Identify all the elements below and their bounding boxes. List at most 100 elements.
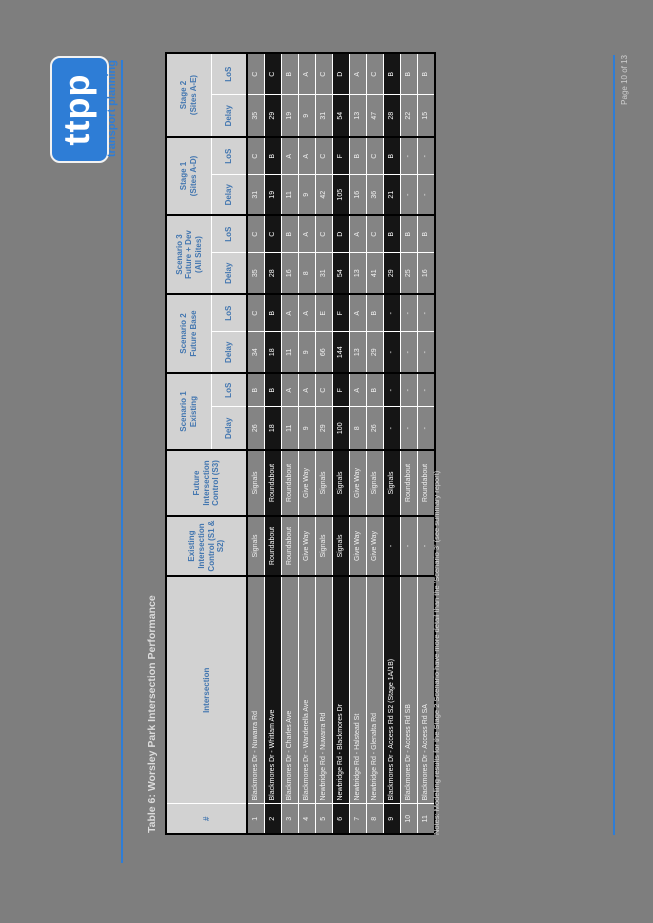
delay-value: -	[417, 332, 435, 373]
delay-value: 11	[281, 407, 299, 450]
table-title: Table 6: Worsley Park Intersection Perfo…	[146, 595, 158, 833]
sub-header-delay: Delay	[211, 407, 247, 450]
los-value: F	[332, 293, 350, 332]
los-value: -	[383, 373, 401, 407]
future-control-value: Signals	[383, 450, 401, 516]
future-control-value: Roundabout	[264, 450, 282, 516]
row-number: 8	[366, 804, 384, 834]
footer-rule	[613, 55, 615, 835]
los-value: D	[332, 214, 350, 253]
sub-header-delay: Delay	[211, 94, 247, 137]
sub-header-los: LoS	[211, 373, 247, 407]
delay-value: -	[417, 174, 435, 215]
delay-value: 54	[332, 252, 350, 294]
delay-value: -	[400, 174, 418, 215]
los-value: A	[281, 373, 299, 407]
los-value: B	[281, 214, 299, 253]
row-number: 6	[332, 804, 350, 834]
los-value: -	[400, 136, 418, 175]
los-value: C	[315, 214, 333, 253]
intersection-name: Newbridge Rd - Glenalta Rd	[366, 576, 384, 804]
row-number: 3	[281, 804, 299, 834]
delay-value: 11	[281, 174, 299, 215]
delay-value: 16	[281, 252, 299, 294]
delay-value: 29	[366, 332, 384, 373]
los-value: C	[247, 52, 265, 95]
future-control-value: Signals	[366, 450, 384, 516]
intersection-name: Blackmores Dr - Access Rd S2 (Stage 1A/1…	[383, 576, 401, 804]
table-row: 5 Newbridge Rd - Nuwarra Rd Signals Signals…	[315, 52, 333, 834]
table-row: 8 Newbridge Rd - Glenalta Rd Give Way Signa…	[366, 52, 384, 834]
los-value: B	[264, 293, 282, 332]
los-value: C	[247, 136, 265, 175]
intersection-name: Blackmores Dr - Charles Ave	[281, 576, 299, 804]
existing-control-value: Give Way	[366, 516, 384, 576]
delay-value: 9	[298, 94, 316, 137]
los-value: C	[366, 136, 384, 175]
row-number: 9	[383, 804, 401, 834]
future-control-value: Roundabout	[400, 450, 418, 516]
row-number: 1	[247, 804, 265, 834]
future-control-value: Signals	[332, 450, 350, 516]
sub-header-los: LoS	[211, 52, 247, 95]
existing-control-value: Roundabout	[264, 516, 282, 576]
los-value: C	[315, 136, 333, 175]
delay-value: 35	[247, 252, 265, 294]
col-header-num: #	[166, 804, 247, 834]
los-value: B	[400, 214, 418, 253]
existing-control-value: -	[400, 516, 418, 576]
los-value: C	[366, 214, 384, 253]
delay-value: 19	[281, 94, 299, 137]
group-header-stage2: Stage 2 (Sites A-E)	[166, 52, 212, 137]
los-value: A	[349, 214, 367, 253]
delay-value: 26	[366, 407, 384, 450]
los-value: B	[281, 52, 299, 95]
delay-value: 8	[349, 407, 367, 450]
row-number: 10	[400, 804, 418, 834]
group-header-scenario3: Scenario 3 Future + Dev (All Sites)	[166, 214, 212, 294]
delay-value: 15	[417, 94, 435, 137]
los-value: B	[366, 373, 384, 407]
intersection-name: Blackmores Dr - Whitlam Ave	[264, 576, 282, 804]
delay-value: 16	[349, 174, 367, 215]
delay-value: 19	[264, 174, 282, 215]
intersection-performance-table: # Intersection Existing Intersection Con…	[165, 51, 436, 835]
delay-value: 8	[298, 252, 316, 294]
los-value: -	[417, 293, 435, 332]
los-value: -	[400, 293, 418, 332]
sub-header-delay: Delay	[211, 332, 247, 373]
los-value: A	[298, 52, 316, 95]
future-control-value: Roundabout	[281, 450, 299, 516]
delay-value: 35	[247, 94, 265, 137]
los-value: A	[281, 293, 299, 332]
delay-value: 34	[247, 332, 265, 373]
los-value: B	[417, 214, 435, 253]
delay-value: 41	[366, 252, 384, 294]
table-row: 10 Blackmores Dr - Access Rd SB - Roundabou…	[400, 52, 418, 834]
page-number: Page 10 of 13	[620, 55, 629, 105]
ttpp-logo: ttpp	[50, 56, 109, 163]
los-value: A	[349, 373, 367, 407]
row-number: 5	[315, 804, 333, 834]
sub-header-delay: Delay	[211, 252, 247, 294]
los-value: A	[349, 293, 367, 332]
future-control-value: Give Way	[349, 450, 367, 516]
delay-value: 13	[349, 332, 367, 373]
los-value: A	[349, 52, 367, 95]
los-value: B	[264, 136, 282, 175]
future-control-value: Give Way	[298, 450, 316, 516]
los-value: B	[349, 136, 367, 175]
delay-value: 9	[298, 332, 316, 373]
intersection-name: Newbridge Rd - Blackmores Dr	[332, 576, 350, 804]
table-row: 1 Blackmores Dr - Nuwarra Rd Signals Signal…	[247, 52, 265, 834]
los-value: F	[332, 136, 350, 175]
sub-header-los: LoS	[211, 293, 247, 332]
delay-value: 18	[264, 332, 282, 373]
los-value: C	[264, 52, 282, 95]
performance-table-wrap: # Intersection Existing Intersection Con…	[165, 51, 436, 835]
los-value: -	[417, 373, 435, 407]
existing-control-value: Give Way	[349, 516, 367, 576]
delay-value: 29	[383, 252, 401, 294]
delay-value: 66	[315, 332, 333, 373]
delay-value: 31	[315, 94, 333, 137]
